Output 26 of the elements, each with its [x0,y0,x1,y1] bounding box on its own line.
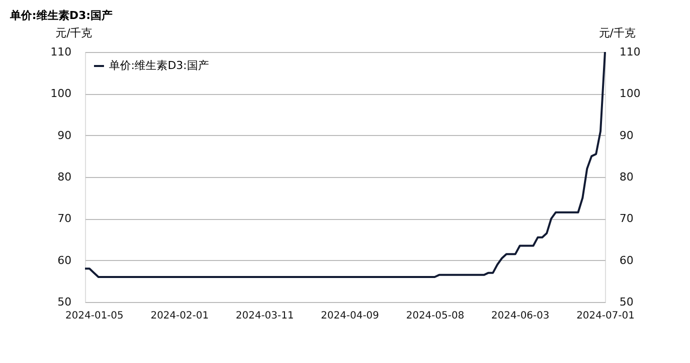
y-tick-label: 110 [50,46,72,58]
y2-tick-label: 100 [620,87,640,100]
x-tick-label: 2024-03-11 [236,310,294,322]
y2-tick-label: 60 [620,254,634,267]
y-tick-label: 90 [58,128,72,142]
y-tick-label: 50 [58,296,72,308]
y2-axis-title: 元/千克 [598,26,636,40]
y-tick-label: 100 [50,87,72,100]
line-series [84,51,606,278]
y-tick-label: 80 [58,170,72,184]
y2-tick-label: 90 [620,128,634,142]
y-axis-title: 元/千克 [56,26,92,40]
x-tick-label: 2024-05-08 [406,310,464,322]
y-tick-label: 60 [58,254,72,267]
x-tick-label: 2024-04-09 [320,310,380,322]
y2-tick-label: 80 [620,170,634,184]
chart-title: 单价:维生素D3:国产 [9,9,113,22]
y-tick-label: 70 [58,212,72,226]
y2-tick-label: 70 [620,212,634,226]
y2-tick-label: 110 [620,46,640,58]
legend-label: 单价:维生素D3:国产 [109,59,209,72]
y2-tick-label: 50 [620,296,634,308]
x-tick-label: 2024-06-03 [491,310,550,322]
x-tick-label: 2024-01-05 [65,310,124,322]
x-tick-label: 2024-07-01 [576,310,635,322]
x-tick-label: 2024-02-01 [150,310,209,322]
